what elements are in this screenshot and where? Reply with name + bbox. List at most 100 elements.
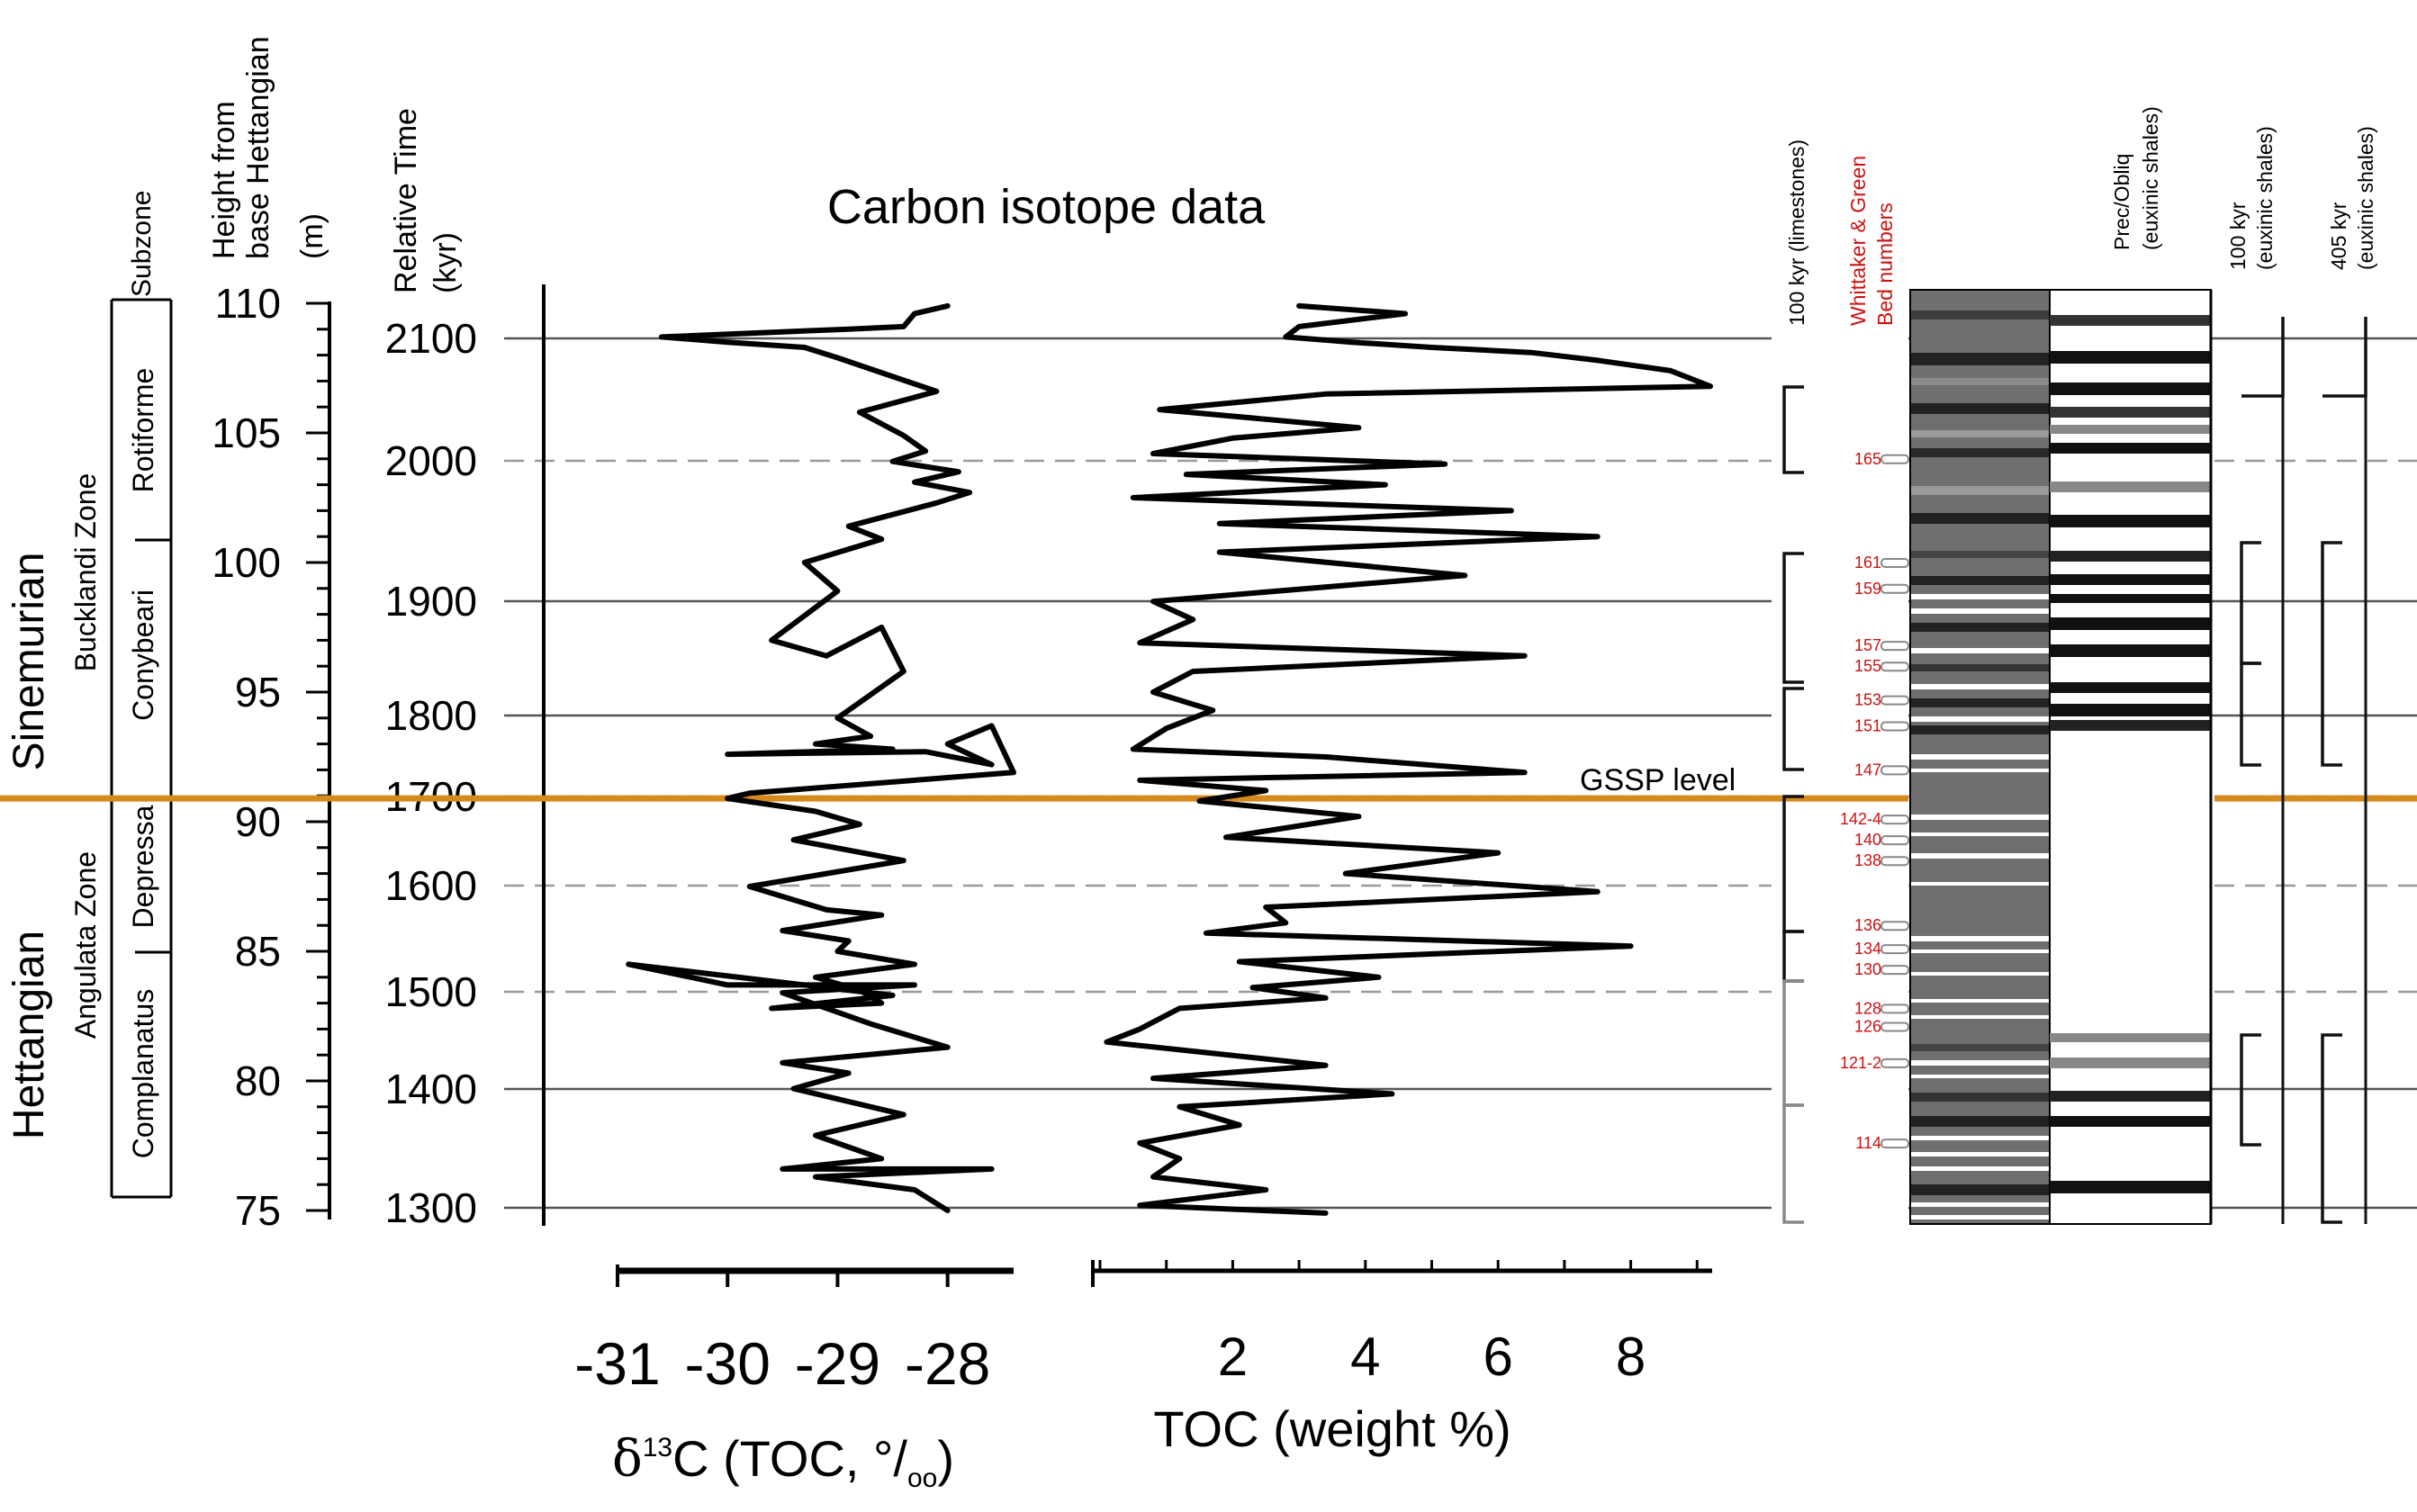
subzone-conybeari: Conybeari (127, 590, 159, 721)
time-tick-label: 1400 (385, 1066, 477, 1112)
zone-bucklandi: Bucklandi Zone (69, 473, 102, 672)
lithology-band (1910, 1152, 2050, 1156)
lithology-band (1910, 769, 2050, 772)
cycle-brackets (1782, 317, 2367, 1224)
cycle-bracket (1782, 1103, 1804, 1224)
bed-marker (1880, 1058, 1909, 1068)
bed-number-label: 138 (1854, 851, 1881, 869)
time-tick-label: 1600 (385, 862, 477, 909)
lithology-band (1910, 623, 2050, 632)
bed-number-label: 155 (1854, 657, 1881, 675)
time-header-2: (kyr) (428, 232, 463, 293)
bed-number-label: 134 (1854, 940, 1881, 958)
lithology-band (1910, 1202, 2050, 1207)
subzone-rotiforme: Rotiforme (127, 368, 159, 493)
cycle-bracket (2321, 1033, 2342, 1224)
header-405kyr-1: 405 kyr (2327, 202, 2350, 270)
toc-tick-label: 6 (1483, 1327, 1512, 1387)
shale-band (2050, 1181, 2211, 1193)
bed-number-label: 161 (1854, 554, 1881, 572)
shale-band (2050, 594, 2211, 603)
bed-number-label: 130 (1854, 960, 1881, 978)
bed-marker (1880, 558, 1909, 568)
shale-band (2050, 551, 2211, 562)
bed-marker (1880, 856, 1909, 867)
header-100kyr-shales-1: 100 kyr (2226, 202, 2250, 270)
lithology-band (1910, 1215, 2050, 1220)
shale-band (2050, 482, 2211, 492)
bed-marker (1880, 1022, 1909, 1032)
cycle-top-bracket-405kyr (2322, 317, 2367, 398)
lithology-band (1910, 403, 2050, 414)
bed-number-label: 140 (1854, 831, 1881, 849)
bed-marker (1880, 695, 1909, 706)
bed-number-label: 136 (1854, 916, 1881, 934)
lithology-band (1910, 430, 2050, 437)
bed-marker (1880, 965, 1909, 976)
lithology-band (1910, 310, 2050, 320)
d13c-xlabel-text: C (TOC, (672, 1430, 873, 1487)
cycle-bracket (2240, 1033, 2261, 1147)
bed-number-label: 128 (1854, 999, 1881, 1017)
zone-angulata: Angulata Zone (69, 851, 102, 1039)
bed-number-label: 126 (1854, 1018, 1881, 1036)
bed-marker (1880, 814, 1909, 825)
bed-marker (1880, 921, 1909, 932)
lithology-band (1910, 594, 2050, 599)
height-tick-label: 85 (235, 928, 281, 975)
bed-marker (1880, 1004, 1909, 1014)
lithology-band (1910, 725, 2050, 734)
lithology-band (1910, 698, 2050, 707)
lithology-band (1910, 513, 2050, 524)
height-tick-label: 110 (215, 280, 281, 327)
header-100kyr-limestones: 100 kyr (limestones) (1785, 140, 1808, 326)
lithology-band (1910, 684, 2050, 689)
bed-number-label: 159 (1854, 580, 1881, 598)
bed-number-label: 153 (1854, 691, 1881, 709)
lithology-band (1910, 716, 2050, 722)
d13c-tick-label: -29 (795, 1330, 880, 1397)
shale-band (2050, 515, 2211, 527)
cycle-bracket (2240, 662, 2261, 767)
height-tick-label: 95 (235, 669, 281, 716)
d13c-x-axis: -31 -30 -29 -28 (574, 1264, 1014, 1397)
shale-band (2050, 644, 2211, 657)
toc-tick-label: 4 (1350, 1327, 1380, 1387)
lithology-band (1910, 1044, 2050, 1051)
bed-numbers: 165 161 159 157 155 153 151 147 142-4 140 138 136 13… (1840, 450, 1909, 1152)
header-beds-1: Whittaker & Green (1846, 156, 1870, 326)
d13c-xlabel-close: ) (937, 1430, 954, 1487)
gssp-level: GSSP level (0, 763, 2417, 802)
subzone-header: Subzone (127, 191, 157, 297)
bed-marker (1880, 641, 1909, 652)
d13c-xlabel-unit: °/ (873, 1430, 907, 1487)
shale-band (2050, 315, 2211, 326)
d13c-xlabel: δ13C (TOC, °/oo) (612, 1430, 954, 1493)
bed-number-label: 121-2 (1840, 1054, 1881, 1072)
height-tick-label: 100 (212, 539, 281, 586)
lithology-band (1910, 950, 2050, 953)
shale-band (2050, 682, 2211, 693)
height-header-1: Height from (207, 101, 241, 259)
time-tick-label: 1300 (385, 1184, 477, 1231)
bed-marker (1880, 1138, 1909, 1149)
toc-x-axis: 2 4 6 8 (1091, 1260, 1712, 1387)
shale-band (2050, 382, 2211, 395)
lithology-band (1910, 664, 2050, 671)
bed-number-label: 114 (1855, 1134, 1881, 1152)
shale-band (2050, 1058, 2211, 1068)
toc-tick-label: 8 (1616, 1327, 1646, 1387)
lithology-band (1910, 1060, 2050, 1066)
lithology-band (1910, 486, 2050, 495)
lithology-band (1910, 1116, 2050, 1127)
lithology-band (1910, 448, 2050, 457)
d13c-xlabel-sup: 13 (643, 1433, 672, 1462)
lithology-band (1910, 972, 2050, 976)
lithology-columns (1909, 289, 2213, 1225)
toc-xlabel: TOC (weight %) (1153, 1400, 1511, 1457)
lithology-band (1910, 754, 2050, 760)
lithology-band (1910, 1166, 2050, 1171)
lithology-band (1910, 1075, 2050, 1078)
